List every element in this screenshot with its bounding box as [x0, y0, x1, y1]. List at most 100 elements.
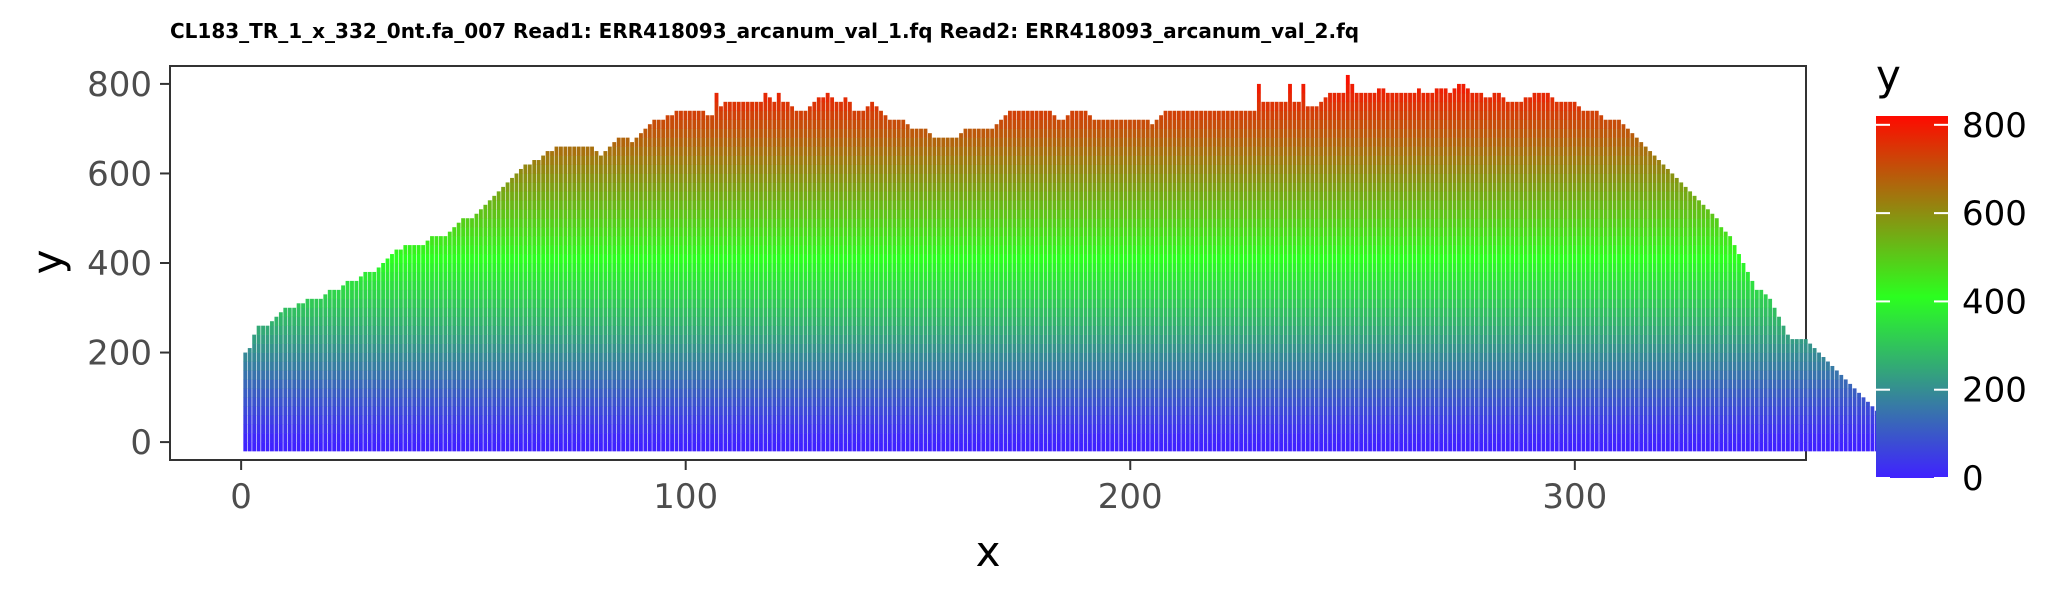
bar — [687, 110, 692, 452]
bar — [558, 146, 563, 452]
bar — [1772, 307, 1777, 452]
bar — [1083, 110, 1088, 452]
bar — [612, 142, 617, 452]
bar — [1310, 106, 1315, 452]
bar — [856, 110, 861, 452]
bar — [1048, 110, 1052, 452]
bar — [1168, 110, 1172, 452]
bar — [1674, 177, 1679, 452]
bar — [1514, 101, 1519, 452]
bar — [1274, 101, 1279, 452]
bar — [416, 245, 421, 452]
bar — [727, 101, 732, 452]
bar — [914, 128, 919, 452]
bar — [1319, 101, 1324, 452]
bar — [1132, 119, 1137, 452]
bar — [1110, 119, 1115, 452]
bar — [745, 101, 750, 452]
bar — [1332, 92, 1337, 452]
bar — [1248, 110, 1252, 452]
bar — [1145, 119, 1150, 452]
bar — [1359, 92, 1364, 452]
bar — [270, 321, 274, 452]
bar — [1096, 119, 1101, 452]
bar — [892, 119, 897, 452]
bar — [1434, 88, 1439, 452]
bar — [1417, 88, 1421, 452]
bar-series — [243, 74, 1915, 452]
bar — [830, 97, 835, 452]
bar — [287, 307, 292, 452]
bar — [1016, 110, 1021, 452]
bar — [576, 146, 581, 452]
bar — [1074, 110, 1079, 452]
bar — [616, 137, 621, 452]
bar — [1754, 289, 1759, 452]
bar — [1603, 119, 1608, 452]
bar — [714, 92, 719, 452]
bar — [634, 137, 639, 452]
bar — [1425, 92, 1430, 452]
bar — [1430, 92, 1435, 452]
legend-tick-label: 400 — [1962, 282, 2027, 322]
bar — [1256, 83, 1261, 452]
bar — [1025, 110, 1030, 452]
bar — [1701, 204, 1706, 452]
bar — [870, 101, 875, 452]
bar — [1421, 92, 1426, 452]
y-tick-label: 0 — [130, 423, 152, 463]
bar — [1221, 110, 1226, 452]
bar — [910, 128, 915, 452]
bar — [1203, 110, 1208, 452]
bar — [456, 222, 461, 452]
bar — [385, 258, 390, 452]
colorbar — [1876, 116, 1948, 478]
bar — [883, 115, 888, 452]
y-axis: 0 200 400 600 800 — [87, 65, 170, 463]
bar — [1537, 92, 1541, 452]
bar — [1292, 101, 1297, 452]
bar — [1030, 110, 1035, 452]
bar — [305, 298, 310, 452]
bar — [719, 106, 723, 452]
bar — [327, 289, 332, 452]
bar — [1439, 88, 1444, 452]
bar — [434, 236, 439, 452]
bar — [367, 271, 372, 452]
bar — [1705, 209, 1710, 452]
bar — [1354, 92, 1359, 452]
bar — [1839, 374, 1844, 452]
bar — [1350, 83, 1355, 452]
bar — [1114, 119, 1119, 452]
bar — [398, 249, 403, 452]
bar — [345, 280, 350, 452]
bar — [523, 164, 528, 452]
legend-tick-label: 200 — [1962, 371, 2027, 411]
bar — [1648, 151, 1653, 452]
bar — [1008, 110, 1012, 452]
bar — [1843, 379, 1848, 452]
bar — [896, 119, 901, 452]
bar — [825, 92, 830, 452]
bar — [594, 151, 599, 452]
bar — [959, 133, 963, 452]
bar — [767, 97, 772, 452]
bar — [1661, 164, 1666, 452]
bar — [1003, 115, 1008, 452]
bar — [443, 236, 448, 452]
bar — [1612, 119, 1617, 452]
bar — [1768, 298, 1773, 452]
bar — [1483, 97, 1488, 452]
bar — [750, 101, 755, 452]
bar — [1488, 97, 1492, 452]
bar — [1474, 92, 1479, 452]
bar — [1039, 110, 1043, 452]
bar — [696, 110, 701, 452]
bar — [674, 110, 679, 452]
bar — [1750, 280, 1755, 452]
y-tick-label: 400 — [87, 244, 152, 284]
bar — [759, 101, 763, 452]
bar — [941, 137, 946, 452]
bar — [301, 303, 305, 452]
bar — [283, 307, 288, 452]
